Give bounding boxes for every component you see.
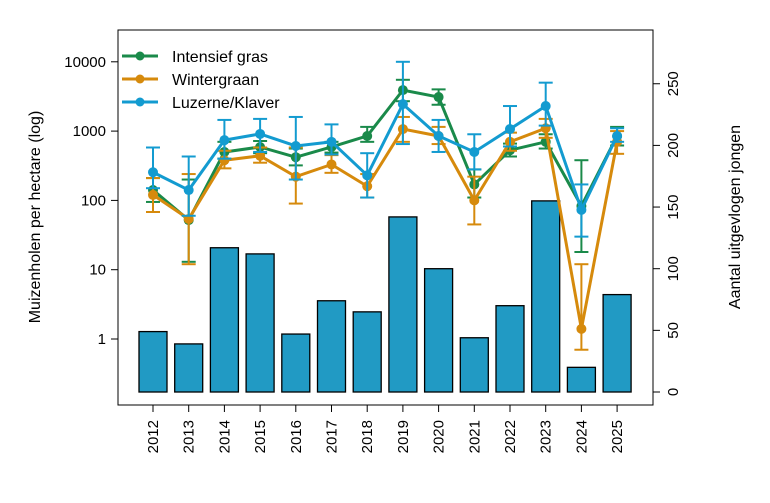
- data-point: [326, 159, 337, 170]
- x-tick-label: 2019: [395, 420, 412, 453]
- right-tick-label: 200: [665, 133, 682, 158]
- bar-2016: [281, 333, 311, 393]
- data-point: [326, 136, 337, 147]
- legend-marker: [135, 74, 145, 84]
- data-point: [255, 128, 266, 139]
- bar-2020: [423, 268, 454, 393]
- legend-marker: [135, 51, 145, 61]
- data-point: [290, 140, 301, 151]
- left-tick-label: 100: [81, 192, 106, 209]
- bar-2018: [352, 311, 382, 393]
- x-tick-label: 2016: [288, 420, 305, 453]
- series-luzerne-klaver: [146, 60, 625, 238]
- right-tick-label: 0: [665, 388, 682, 396]
- x-tick-label: 2024: [573, 420, 590, 453]
- left-axis-label: Muizenholen per hectare (log): [27, 111, 44, 324]
- x-tick-label: 2025: [609, 420, 626, 453]
- legend-label: Luzerne/Klaver: [172, 95, 280, 112]
- legend-label: Wintergraan: [172, 72, 259, 89]
- bar-2024: [566, 366, 597, 393]
- x-tick-label: 2020: [431, 420, 448, 453]
- data-point: [433, 92, 444, 103]
- bar-2019: [388, 216, 418, 393]
- data-point: [362, 130, 373, 141]
- data-point: [397, 99, 408, 110]
- series-line: [152, 101, 619, 214]
- bar-2017: [316, 300, 347, 393]
- left-tick-label: 1: [98, 331, 106, 348]
- data-point: [183, 185, 194, 196]
- x-tick-label: 2012: [145, 420, 162, 453]
- left-tick-label: 10000: [64, 54, 106, 71]
- data-point: [148, 167, 158, 178]
- data-point: [469, 146, 480, 157]
- right-tick-label: 100: [665, 256, 682, 281]
- data-point: [576, 204, 587, 215]
- legend-label: Intensief gras: [172, 49, 268, 66]
- bar-2013: [174, 343, 204, 393]
- x-tick-label: 2017: [324, 420, 341, 453]
- data-point: [505, 124, 515, 135]
- data-point: [576, 323, 587, 334]
- x-tick-label: 2015: [252, 420, 269, 453]
- x-tick-label: 2018: [359, 420, 376, 453]
- x-tick-label: 2022: [502, 420, 519, 453]
- data-point: [219, 135, 230, 146]
- bar-2025: [602, 293, 632, 393]
- bar-2015: [245, 253, 275, 393]
- right-tick-label: 50: [665, 322, 682, 339]
- bar-2021: [459, 337, 489, 393]
- right-tick-label: 150: [665, 195, 682, 220]
- data-point: [469, 195, 480, 206]
- right-tick-label: 250: [665, 71, 682, 96]
- data-point: [612, 130, 623, 141]
- data-point: [362, 170, 373, 181]
- data-point: [433, 130, 444, 141]
- data-point: [540, 101, 551, 112]
- legend-marker: [135, 97, 145, 107]
- bar-2022: [495, 305, 525, 393]
- legend: Intensief gras Wintergraan Luzerne/Klaver: [122, 49, 280, 112]
- x-tick-label: 2013: [181, 420, 198, 453]
- data-point: [255, 150, 266, 161]
- data-point: [148, 189, 158, 200]
- x-tick-label: 2021: [466, 420, 483, 453]
- bar-2012: [138, 330, 168, 393]
- right-axis-label: Aantal uitgevlogen jongen: [727, 125, 744, 309]
- x-tick-label: 2014: [216, 420, 233, 453]
- x-tick-label: 2023: [538, 420, 555, 453]
- bar-2023: [531, 200, 561, 393]
- bar-2014: [209, 247, 240, 393]
- left-tick-label: 1000: [73, 123, 106, 140]
- left-tick-label: 10: [89, 262, 106, 279]
